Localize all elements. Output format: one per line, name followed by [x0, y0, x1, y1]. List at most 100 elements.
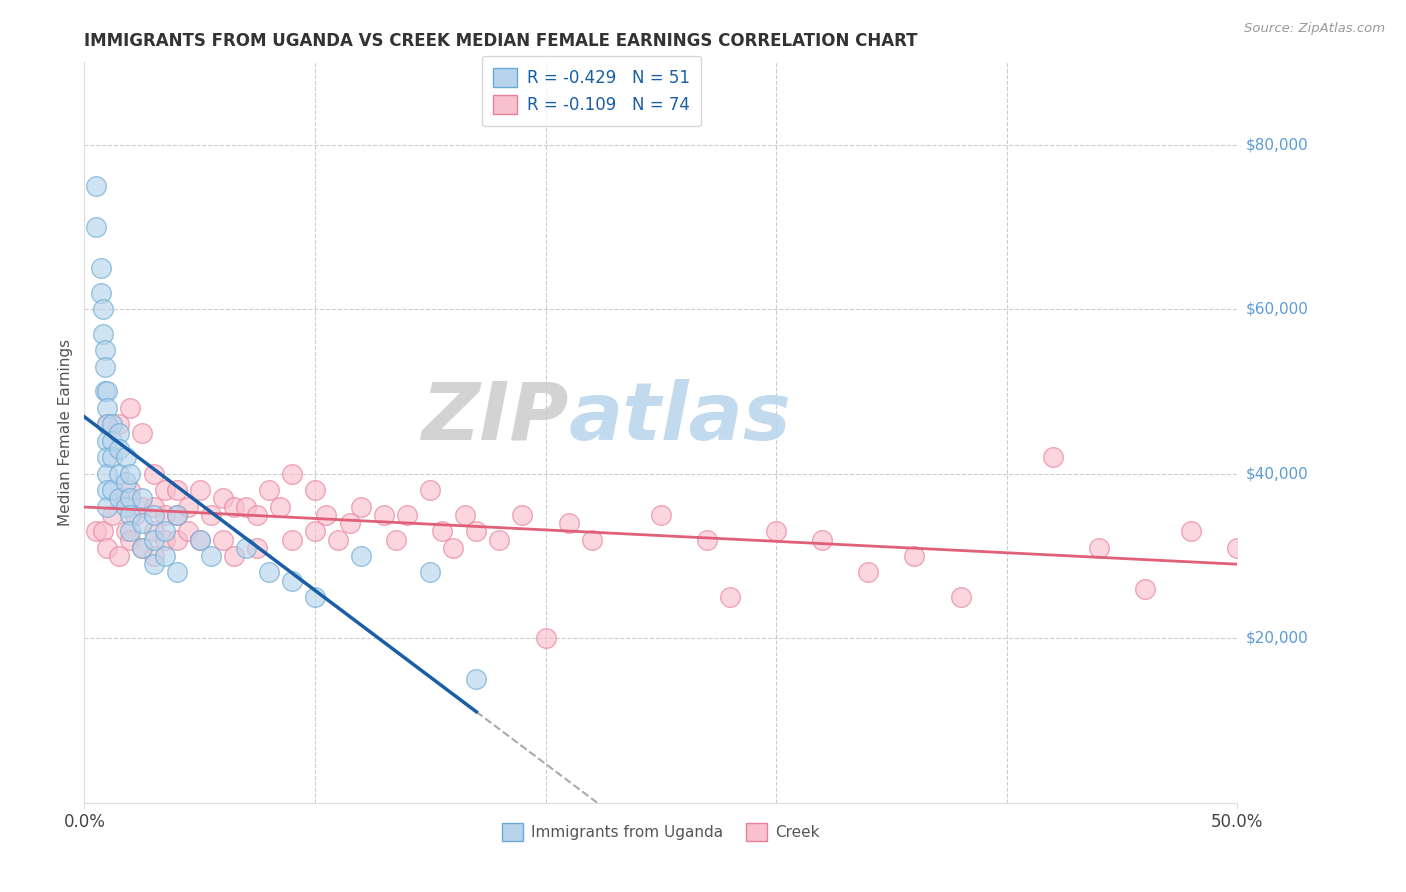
Point: [246, 541, 269, 555]
Point: [811, 533, 834, 547]
Point: [166, 508, 188, 522]
Point: [534, 632, 557, 646]
Point: [281, 467, 304, 481]
Point: [339, 516, 361, 530]
Point: [115, 475, 138, 489]
Point: [108, 491, 131, 506]
Point: [246, 508, 269, 522]
Point: [89, 285, 111, 300]
Point: [211, 491, 233, 506]
Point: [131, 500, 153, 514]
Point: [696, 533, 718, 547]
Point: [96, 467, 118, 481]
Point: [281, 533, 304, 547]
Point: [101, 434, 124, 448]
Point: [858, 566, 880, 580]
Text: $20,000: $20,000: [1246, 631, 1309, 646]
Text: $60,000: $60,000: [1246, 301, 1309, 317]
Point: [765, 524, 787, 539]
Point: [465, 673, 488, 687]
Point: [101, 483, 124, 498]
Point: [96, 483, 118, 498]
Point: [188, 483, 211, 498]
Point: [304, 590, 326, 604]
Point: [101, 417, 124, 432]
Point: [373, 508, 395, 522]
Point: [177, 524, 200, 539]
Text: IMMIGRANTS FROM UGANDA VS CREEK MEDIAN FEMALE EARNINGS CORRELATION CHART: IMMIGRANTS FROM UGANDA VS CREEK MEDIAN F…: [84, 32, 918, 50]
Point: [91, 524, 114, 539]
Point: [1226, 541, 1249, 555]
Point: [281, 574, 304, 588]
Point: [581, 533, 603, 547]
Point: [557, 516, 579, 530]
Point: [96, 401, 118, 415]
Point: [94, 384, 117, 399]
Point: [153, 549, 176, 563]
Point: [131, 491, 153, 506]
Point: [177, 500, 200, 514]
Point: [304, 524, 326, 539]
Point: [153, 524, 176, 539]
Point: [108, 417, 131, 432]
Point: [257, 483, 280, 498]
Point: [1133, 582, 1156, 596]
Point: [419, 566, 441, 580]
Point: [1180, 524, 1202, 539]
Point: [120, 491, 142, 506]
Point: [131, 425, 153, 440]
Point: [142, 524, 165, 539]
Point: [211, 533, 233, 547]
Point: [718, 590, 741, 604]
Point: [115, 500, 138, 514]
Point: [89, 261, 111, 276]
Point: [257, 566, 280, 580]
Point: [91, 326, 114, 341]
Point: [235, 500, 257, 514]
Point: [315, 508, 337, 522]
Text: atlas: atlas: [568, 379, 792, 457]
Point: [465, 524, 488, 539]
Point: [131, 541, 153, 555]
Point: [142, 549, 165, 563]
Point: [96, 500, 118, 514]
Point: [142, 558, 165, 572]
Point: [96, 417, 118, 432]
Point: [488, 533, 510, 547]
Text: $80,000: $80,000: [1246, 137, 1309, 153]
Point: [96, 384, 118, 399]
Point: [188, 533, 211, 547]
Point: [166, 483, 188, 498]
Point: [1042, 450, 1064, 465]
Text: $40,000: $40,000: [1246, 467, 1309, 482]
Point: [188, 533, 211, 547]
Point: [166, 566, 188, 580]
Point: [84, 219, 107, 234]
Y-axis label: Median Female Earnings: Median Female Earnings: [58, 339, 73, 526]
Point: [1088, 541, 1111, 555]
Point: [96, 541, 118, 555]
Point: [101, 508, 124, 522]
Point: [96, 434, 118, 448]
Point: [224, 549, 246, 563]
Point: [153, 533, 176, 547]
Point: [153, 508, 176, 522]
Point: [108, 442, 131, 456]
Text: Source: ZipAtlas.com: Source: ZipAtlas.com: [1244, 22, 1385, 36]
Point: [326, 533, 349, 547]
Point: [108, 467, 131, 481]
Point: [84, 178, 107, 193]
Point: [350, 500, 373, 514]
Point: [903, 549, 925, 563]
Point: [108, 549, 131, 563]
Point: [304, 483, 326, 498]
Point: [120, 524, 142, 539]
Text: ZIP: ZIP: [422, 379, 568, 457]
Point: [120, 533, 142, 547]
Point: [419, 483, 441, 498]
Point: [115, 491, 138, 506]
Point: [166, 508, 188, 522]
Point: [512, 508, 534, 522]
Point: [142, 500, 165, 514]
Point: [200, 549, 222, 563]
